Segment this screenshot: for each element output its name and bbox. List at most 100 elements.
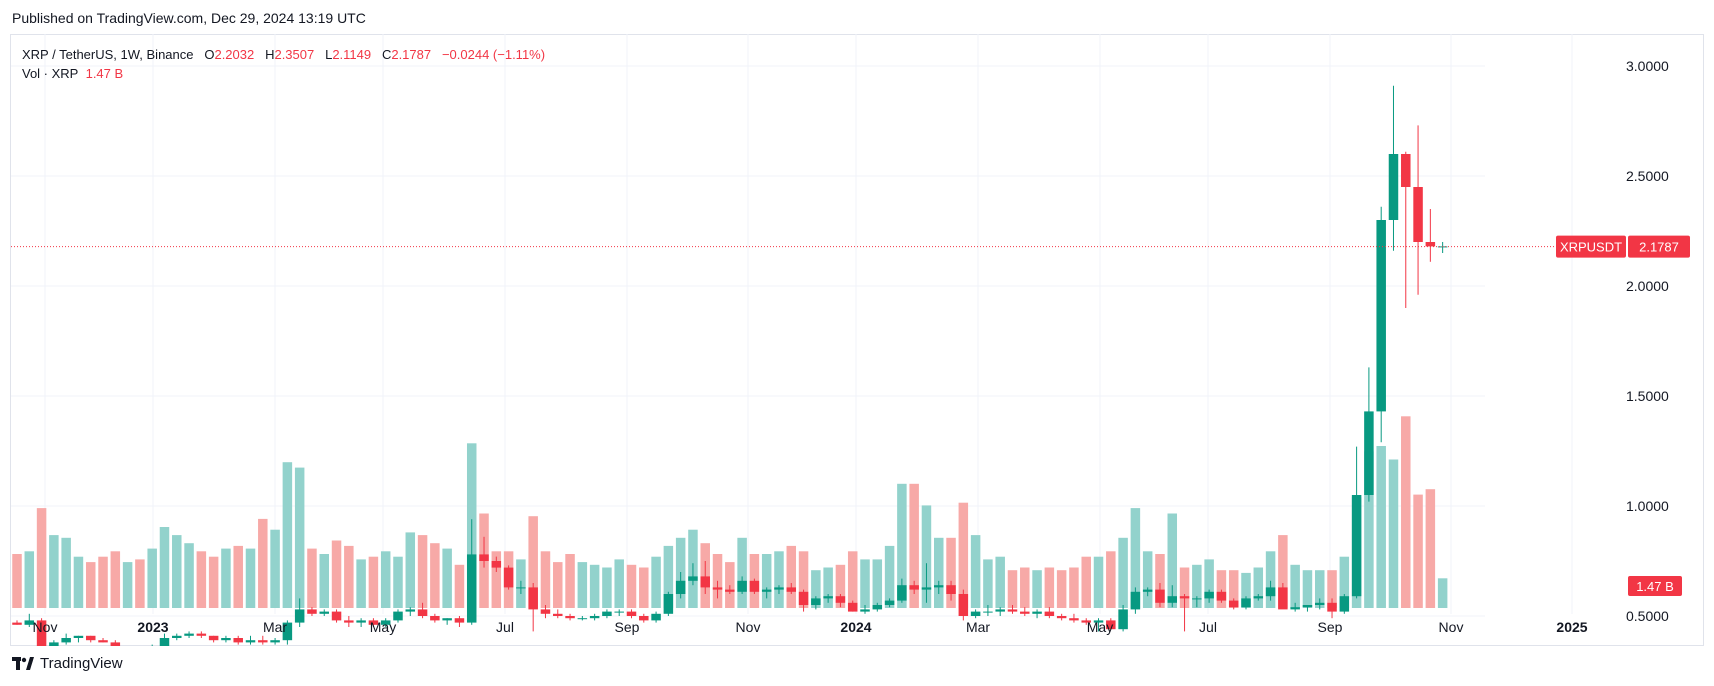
- candlestick-chart[interactable]: 0.5000 1.0000 1.5000 2.0000 2.5000 3.0000 Nov 2…: [0, 0, 1714, 646]
- close-label: C: [381, 47, 392, 62]
- volume-bar: [835, 564, 846, 608]
- volume-bar: [208, 556, 219, 608]
- volume-bar: [1413, 494, 1423, 608]
- candle-body: [909, 585, 919, 590]
- candle-body: [700, 576, 710, 588]
- candle-body: [1204, 591, 1214, 599]
- candle-body: [356, 620, 366, 623]
- candle-body: [1302, 605, 1313, 608]
- high-value: 2.3507: [274, 47, 315, 62]
- candle-body: [442, 618, 452, 621]
- x-tick-label: Nov: [1439, 619, 1464, 635]
- candle-body: [1425, 242, 1436, 247]
- symbol-title[interactable]: XRP / TetherUS, 1W, Binance: [22, 47, 194, 62]
- candle-body: [577, 618, 588, 620]
- volume-bar: [1155, 554, 1165, 608]
- candle-body: [1314, 602, 1325, 605]
- low-value: 2.1149: [332, 47, 372, 62]
- y-tick-label: 2.0000: [1626, 278, 1669, 294]
- tradingview-brand[interactable]: TradingView: [40, 655, 123, 672]
- volume-bar: [934, 537, 944, 608]
- y-tick-label: 1.0000: [1626, 498, 1669, 514]
- volume-bar: [1388, 459, 1399, 608]
- candle-body: [1056, 616, 1067, 619]
- candle-body: [307, 609, 317, 614]
- candle-body: [393, 611, 403, 621]
- volume-bar: [36, 508, 47, 608]
- chart-frame[interactable]: [10, 34, 1704, 646]
- candle-body: [712, 587, 723, 590]
- volume-bar: [24, 551, 35, 608]
- open-value: 2.2032: [214, 47, 255, 62]
- volume-bar: [1265, 551, 1276, 608]
- volume-bar: [1167, 513, 1178, 608]
- volume-bar: [651, 556, 661, 608]
- volume-label[interactable]: Vol · XRP: [22, 66, 79, 81]
- candle-body: [282, 622, 293, 641]
- volume-bar: [270, 529, 280, 608]
- volume-bar: [417, 535, 428, 608]
- tradingview-logo-icon[interactable]: [12, 656, 34, 671]
- candle-body: [1376, 220, 1386, 412]
- volume-bar: [589, 564, 600, 608]
- volume-bar: [1253, 567, 1264, 608]
- volume-bar: [1364, 451, 1374, 608]
- candle-body: [12, 622, 22, 625]
- volume-bar: [442, 548, 452, 608]
- volume-bar: [602, 567, 612, 608]
- candle-body: [614, 611, 624, 613]
- volume-bar: [196, 551, 207, 608]
- published-caption: Published on TradingView.com, Dec 29, 20…: [12, 10, 366, 26]
- candle-body: [294, 609, 305, 623]
- volume-bar: [147, 548, 157, 608]
- candle-body: [24, 620, 35, 625]
- candle-body: [958, 594, 969, 616]
- candle-body: [368, 620, 379, 625]
- volume-bar: [294, 467, 305, 608]
- ohlc-row: XRP / TetherUS, 1W, Binance O2.2032 H2.3…: [22, 45, 545, 64]
- volume-bar: [1437, 578, 1448, 608]
- volume-bar: [565, 554, 575, 608]
- volume-bar: [1339, 556, 1350, 608]
- x-tick-label: Jul: [1199, 619, 1217, 635]
- volume-bar: [405, 532, 416, 608]
- volume-bar: [897, 483, 907, 608]
- volume-bar: [221, 548, 231, 608]
- candle-body: [1413, 187, 1423, 242]
- candle-body: [1093, 620, 1104, 623]
- volume-bar: [1241, 572, 1251, 608]
- candle-body: [1020, 611, 1030, 614]
- volume-bar: [1327, 570, 1337, 608]
- x-tick-label: Mar: [263, 619, 287, 635]
- candle-body: [1192, 598, 1202, 600]
- candle-body: [380, 620, 391, 625]
- volume-bar: [823, 567, 833, 608]
- volume-bar: [970, 535, 981, 608]
- change-value: −0.0244 (−1.11%): [441, 47, 546, 62]
- volume-bar: [258, 518, 268, 608]
- volume-bar: [553, 562, 563, 608]
- candle-body: [1106, 620, 1116, 630]
- volume-bar: [614, 559, 624, 608]
- volume-bar: [528, 516, 538, 608]
- volume-bar: [1314, 570, 1325, 608]
- volume-bar: [307, 548, 317, 608]
- volume-bar: [946, 537, 956, 608]
- volume-bar: [344, 545, 354, 608]
- candle-body: [233, 638, 243, 643]
- volume-bar: [356, 559, 366, 608]
- candle-body: [184, 633, 194, 636]
- volume-bar: [430, 543, 440, 608]
- volume-bar: [98, 556, 108, 608]
- candle-body: [786, 587, 797, 592]
- x-tick-label: 2025: [1556, 619, 1587, 635]
- candle-body: [602, 611, 612, 616]
- x-tick-label: Sep: [1318, 619, 1343, 635]
- volume-bar: [921, 505, 932, 608]
- candle-body: [319, 611, 329, 614]
- candle-body: [1167, 596, 1178, 603]
- candle-body: [479, 554, 489, 561]
- candle-body: [897, 585, 907, 601]
- volume-bar: [577, 562, 588, 608]
- candle-body: [344, 620, 354, 623]
